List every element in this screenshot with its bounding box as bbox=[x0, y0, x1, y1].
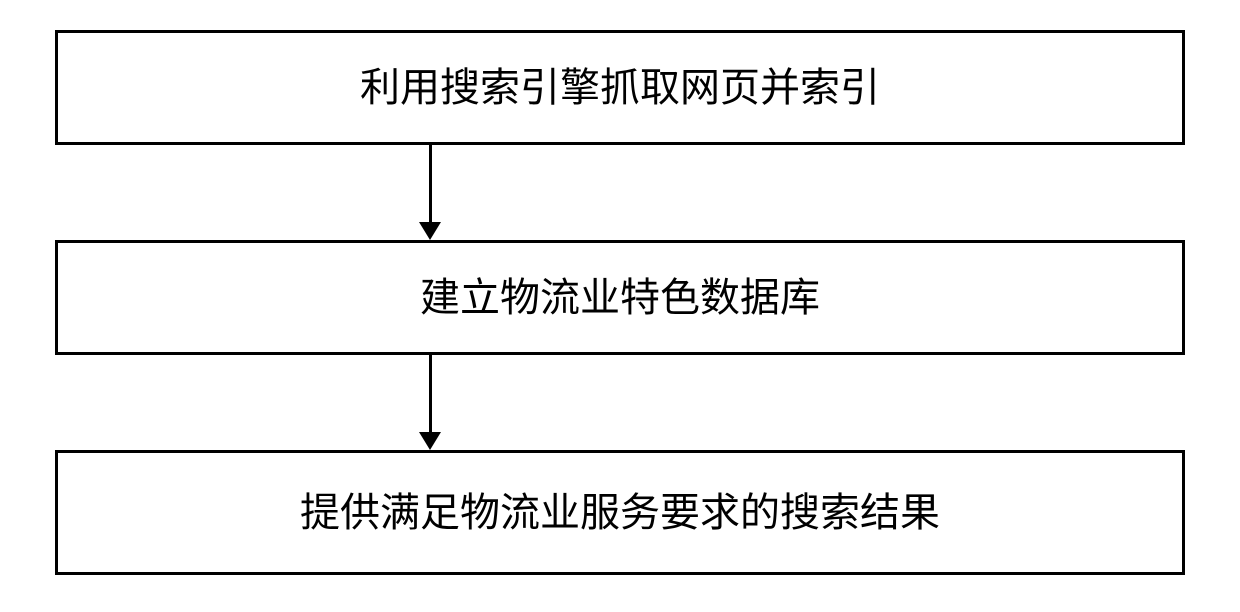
arrow-down-icon bbox=[419, 222, 441, 240]
flowchart-edge-n2-n3 bbox=[429, 355, 432, 432]
arrow-down-icon bbox=[419, 432, 441, 450]
flowchart-node-n3: 提供满足物流业服务要求的搜索结果 bbox=[55, 450, 1185, 575]
flowchart-node-n2: 建立物流业特色数据库 bbox=[55, 240, 1185, 355]
flowchart-node-label: 利用搜索引擎抓取网页并索引 bbox=[360, 64, 880, 112]
flowchart-node-n1: 利用搜索引擎抓取网页并索引 bbox=[55, 30, 1185, 145]
flowchart-node-label: 建立物流业特色数据库 bbox=[420, 274, 820, 322]
flowchart-edge-n1-n2 bbox=[429, 145, 432, 222]
flowchart-node-label: 提供满足物流业服务要求的搜索结果 bbox=[300, 489, 940, 537]
flowchart-canvas: 利用搜索引擎抓取网页并索引建立物流业特色数据库提供满足物流业服务要求的搜索结果 bbox=[0, 0, 1240, 612]
